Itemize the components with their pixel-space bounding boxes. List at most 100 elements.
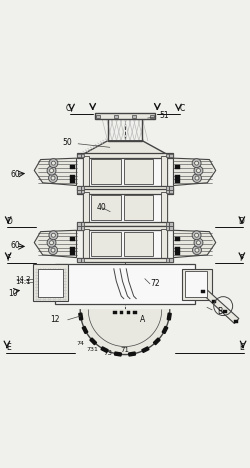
Polygon shape xyxy=(167,313,171,320)
Bar xyxy=(81,226,84,229)
Bar xyxy=(83,156,167,187)
Polygon shape xyxy=(83,141,167,154)
Circle shape xyxy=(196,168,200,173)
Text: F: F xyxy=(6,254,10,263)
Circle shape xyxy=(194,238,203,247)
Bar xyxy=(124,160,154,184)
Bar xyxy=(212,300,216,303)
Bar xyxy=(92,232,121,256)
Bar xyxy=(81,186,84,190)
Circle shape xyxy=(50,241,54,245)
Polygon shape xyxy=(82,326,88,334)
Text: 14.2: 14.2 xyxy=(16,276,31,282)
Bar xyxy=(77,186,81,190)
Bar xyxy=(176,237,180,241)
Circle shape xyxy=(192,231,201,240)
Text: C: C xyxy=(65,104,70,113)
Bar xyxy=(201,290,205,293)
Bar xyxy=(70,251,75,255)
Bar xyxy=(161,192,167,223)
Text: 71: 71 xyxy=(120,347,130,353)
Circle shape xyxy=(51,248,55,252)
Bar xyxy=(176,251,180,255)
Polygon shape xyxy=(162,326,168,334)
Bar xyxy=(70,165,75,169)
Bar xyxy=(169,186,173,190)
Bar xyxy=(76,222,174,227)
Circle shape xyxy=(47,166,56,175)
Bar xyxy=(33,264,68,301)
Bar xyxy=(76,226,174,230)
Circle shape xyxy=(52,161,56,165)
Bar xyxy=(70,175,75,179)
Circle shape xyxy=(195,248,199,252)
Text: F: F xyxy=(240,254,244,263)
Polygon shape xyxy=(90,338,96,345)
Circle shape xyxy=(51,176,55,180)
Bar xyxy=(81,258,84,262)
Polygon shape xyxy=(174,230,216,257)
Bar xyxy=(161,156,167,187)
Bar xyxy=(95,113,155,119)
Circle shape xyxy=(194,161,198,165)
Text: E: E xyxy=(239,343,244,351)
Bar xyxy=(120,311,124,314)
Bar xyxy=(108,116,142,141)
Circle shape xyxy=(192,159,201,168)
Bar xyxy=(166,222,169,226)
Bar xyxy=(83,228,89,259)
Circle shape xyxy=(196,241,200,245)
Bar xyxy=(182,269,212,300)
Text: 40: 40 xyxy=(96,204,106,212)
Text: 60: 60 xyxy=(10,170,20,179)
Circle shape xyxy=(192,174,202,183)
Polygon shape xyxy=(101,347,108,352)
Bar xyxy=(133,311,137,314)
Bar xyxy=(81,222,84,226)
Polygon shape xyxy=(128,352,136,356)
Circle shape xyxy=(48,246,58,255)
Text: 51: 51 xyxy=(148,111,170,120)
Bar xyxy=(83,228,167,259)
Bar xyxy=(56,264,194,304)
Bar xyxy=(92,160,121,184)
Bar xyxy=(114,115,118,118)
Circle shape xyxy=(52,233,56,237)
Bar xyxy=(161,228,167,259)
Text: 12: 12 xyxy=(51,315,60,324)
Bar xyxy=(166,154,169,157)
Text: 731: 731 xyxy=(87,347,99,351)
Bar xyxy=(176,247,180,251)
Polygon shape xyxy=(79,313,83,320)
Bar xyxy=(169,222,173,226)
Text: 60: 60 xyxy=(10,241,20,250)
Polygon shape xyxy=(154,338,160,345)
Bar xyxy=(82,153,168,157)
Circle shape xyxy=(49,231,58,240)
Bar xyxy=(76,258,174,263)
Text: 73: 73 xyxy=(103,351,112,356)
Text: 50: 50 xyxy=(63,138,110,147)
Bar xyxy=(126,311,130,314)
Bar xyxy=(124,232,154,256)
Circle shape xyxy=(50,168,54,173)
Bar xyxy=(38,269,63,297)
Text: D: D xyxy=(238,217,244,226)
Bar xyxy=(70,179,75,183)
Bar xyxy=(83,192,89,223)
Polygon shape xyxy=(174,158,216,185)
Bar xyxy=(81,154,84,157)
Bar xyxy=(77,154,81,157)
Bar xyxy=(169,226,173,229)
Bar xyxy=(169,258,173,262)
Bar xyxy=(176,165,180,169)
Text: A: A xyxy=(140,315,145,324)
Bar xyxy=(176,175,180,179)
Text: 14.1: 14.1 xyxy=(16,279,31,285)
Bar xyxy=(83,156,89,187)
Text: 10: 10 xyxy=(9,289,18,298)
Bar xyxy=(76,186,174,190)
Circle shape xyxy=(47,238,56,247)
Bar xyxy=(77,226,81,229)
Bar xyxy=(81,190,84,193)
